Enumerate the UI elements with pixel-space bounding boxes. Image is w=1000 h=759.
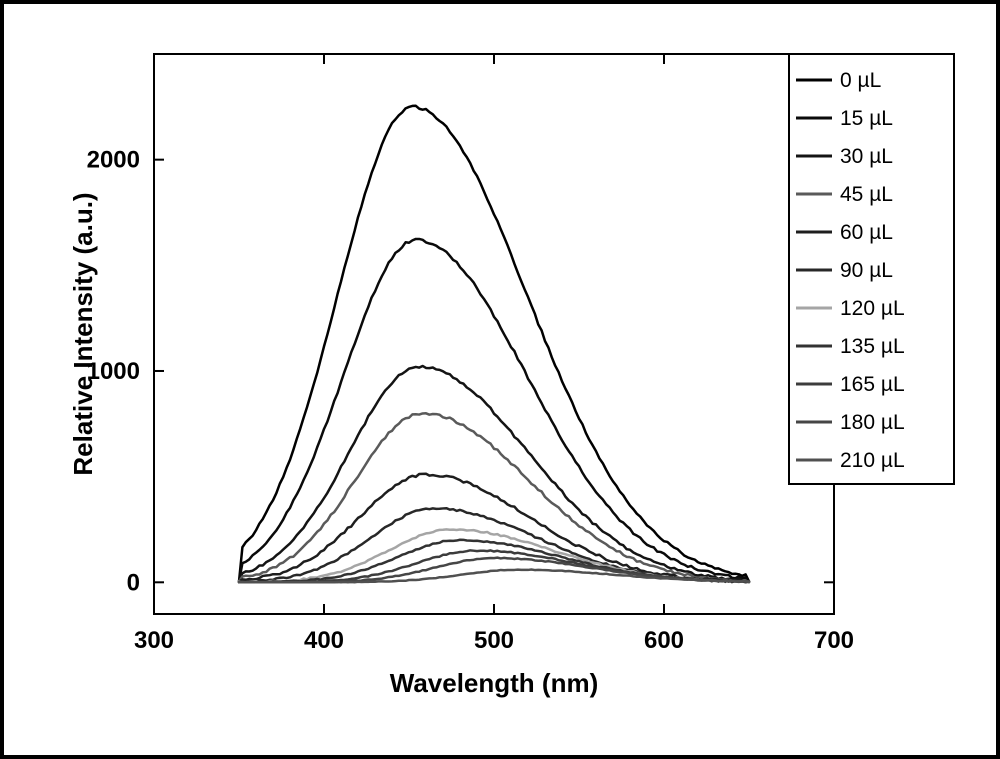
y-axis-label: Relative Intensity (a.u.): [68, 192, 98, 475]
legend-label: 15 µL: [840, 107, 893, 130]
spectrum-chart: 300400500600700010002000Wavelength (nm)R…: [64, 24, 984, 743]
x-tick-label: 300: [134, 627, 174, 654]
x-tick-label: 700: [814, 627, 854, 654]
x-tick-label: 500: [474, 627, 514, 654]
legend-label: 120 µL: [840, 297, 905, 320]
figure-outer-frame: 300400500600700010002000Wavelength (nm)R…: [0, 0, 1000, 759]
legend-label: 0 µL: [840, 69, 881, 92]
legend-label: 210 µL: [840, 449, 905, 472]
spectrum-series: [239, 474, 749, 583]
spectrum-series: [239, 239, 749, 582]
legend-label: 180 µL: [840, 411, 905, 434]
curves-group: [239, 106, 749, 582]
spectrum-series: [239, 366, 749, 582]
legend-label: 90 µL: [840, 259, 893, 282]
legend-label: 165 µL: [840, 373, 905, 396]
plot-container: 300400500600700010002000Wavelength (nm)R…: [64, 24, 976, 735]
legend-label: 45 µL: [840, 183, 893, 206]
x-axis-label: Wavelength (nm): [390, 668, 598, 698]
legend-label: 135 µL: [840, 335, 905, 358]
legend: 0 µL 15 µL 30 µL 45 µL 60 µL 90 µL 120 µL 135 µ…: [789, 54, 954, 484]
y-tick-label: 0: [127, 569, 140, 596]
legend-label: 60 µL: [840, 221, 893, 244]
x-tick-label: 400: [304, 627, 344, 654]
legend-label: 30 µL: [840, 145, 893, 168]
y-tick-label: 2000: [87, 147, 140, 174]
x-tick-label: 600: [644, 627, 684, 654]
